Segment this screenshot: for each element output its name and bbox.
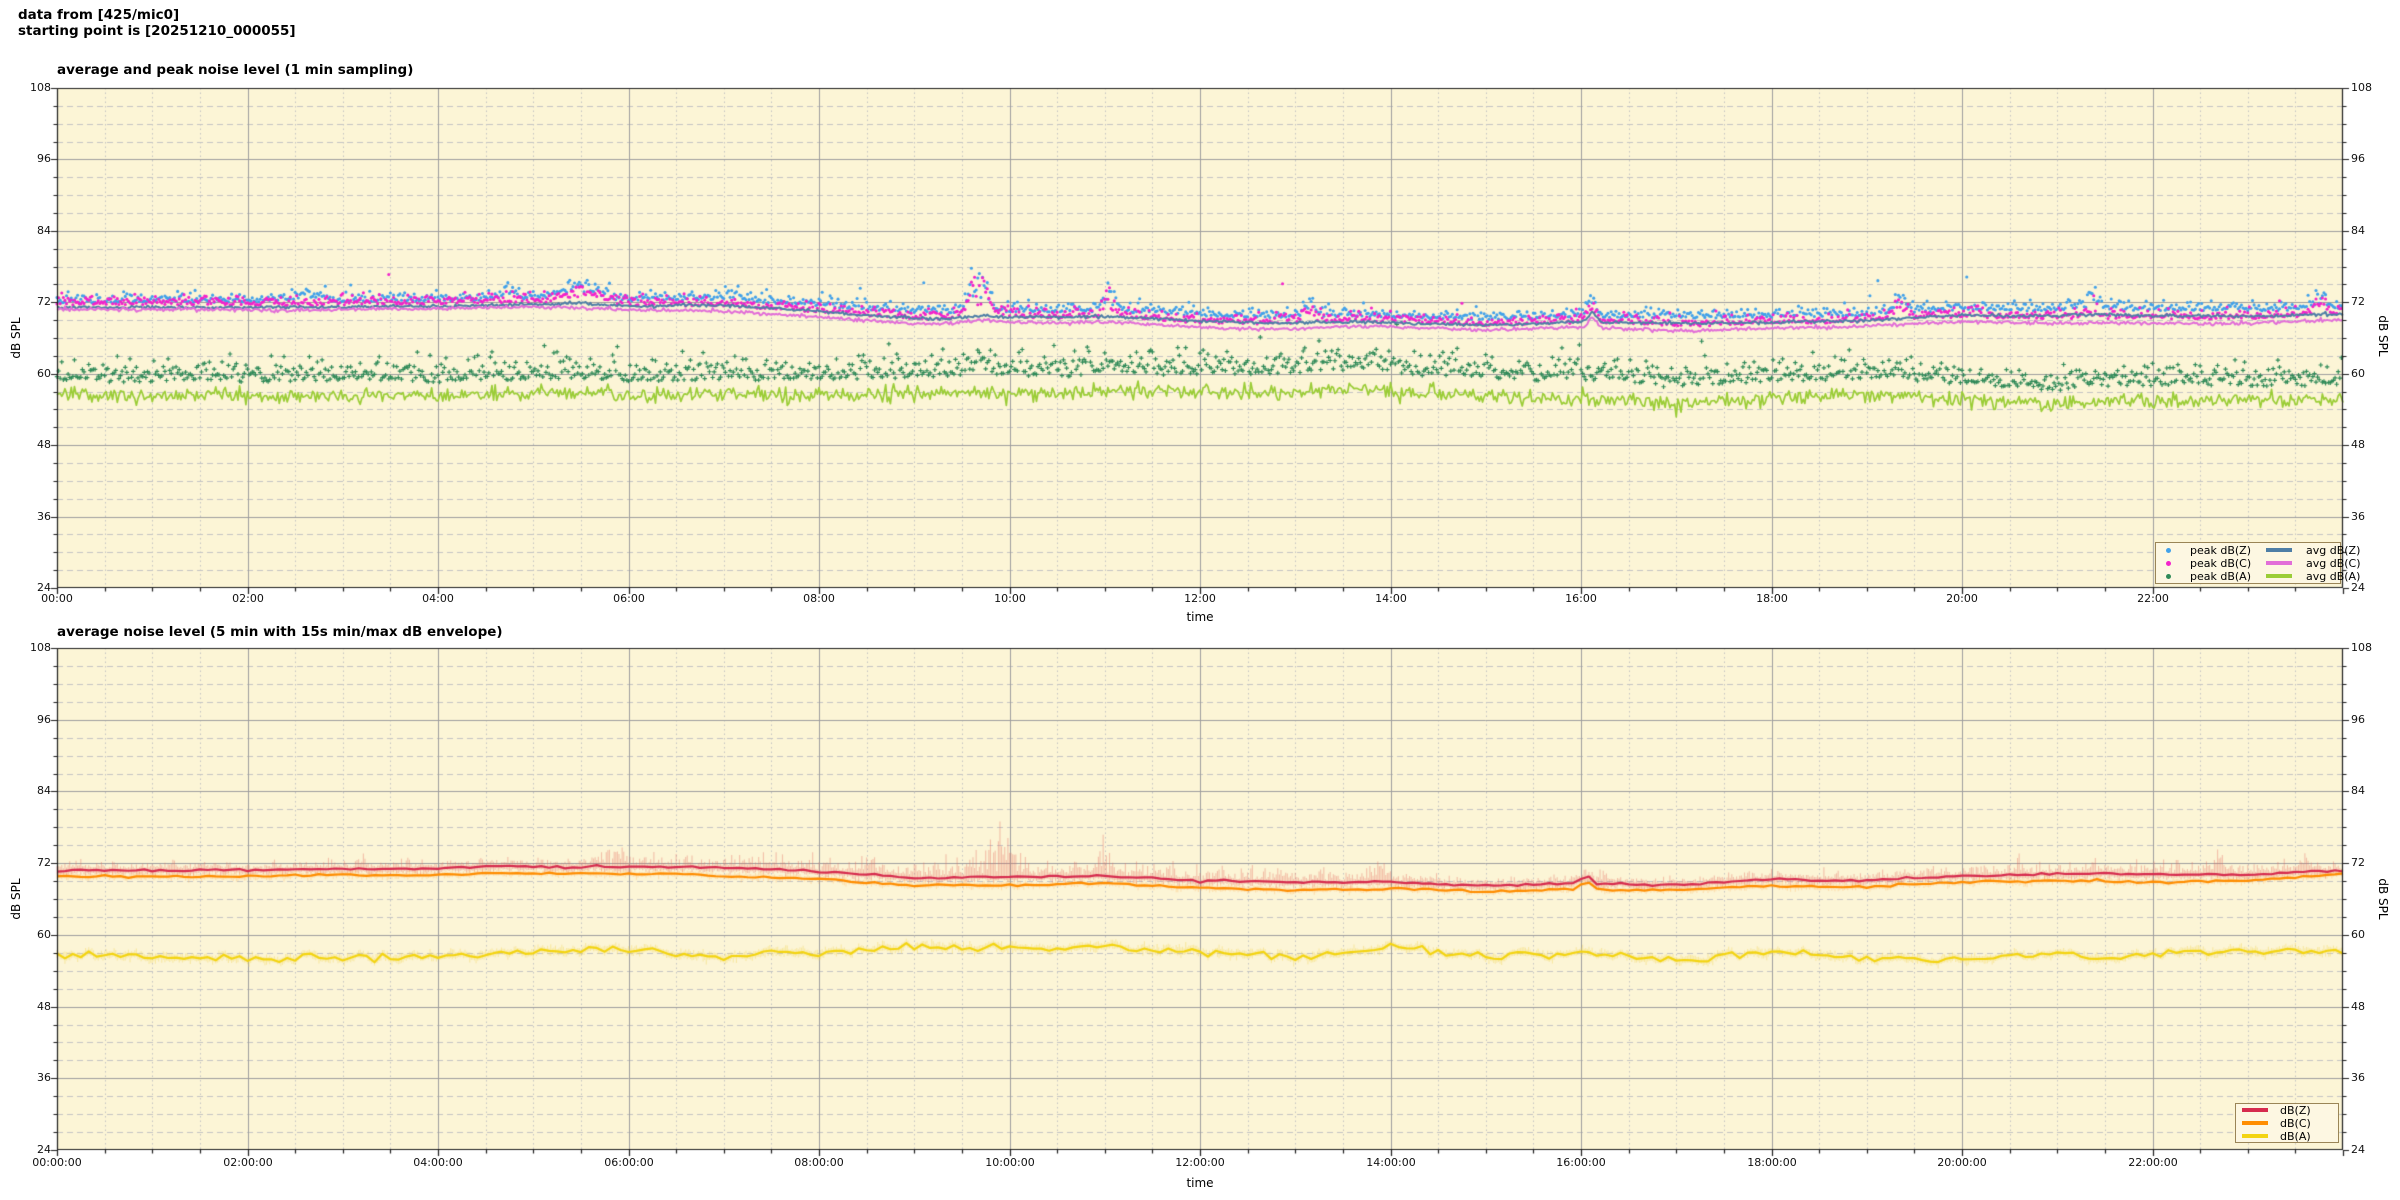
y2-tick-label: 60 xyxy=(2351,367,2365,380)
legend-label: peak dB(Z) xyxy=(2190,543,2252,557)
legend-point-marker-icon xyxy=(2162,544,2184,557)
chart2-xlabel: time xyxy=(1186,1176,1214,1190)
legend-line-marker-icon xyxy=(2266,557,2300,570)
avg-peak-chart-canvas xyxy=(49,83,2351,599)
x-tick-label: 18:00 xyxy=(1756,592,1788,605)
x-tick-label: 06:00:00 xyxy=(604,1156,654,1169)
y-tick-label: 48 xyxy=(37,1000,51,1013)
envelope-chart-canvas xyxy=(49,643,2351,1161)
chart1-legend: peak dB(Z) avg dB(Z) peak dB(C) avg dB(C) pe… xyxy=(2155,542,2361,584)
legend-line-marker-icon xyxy=(2266,544,2300,557)
x-tick-label: 02:00:00 xyxy=(223,1156,273,1169)
y2-tick-label: 24 xyxy=(2351,581,2365,594)
y-tick-label: 60 xyxy=(37,367,51,380)
x-tick-label: 04:00:00 xyxy=(413,1156,463,1169)
legend-label: dB(C) xyxy=(2280,1116,2311,1130)
header-line1: data from [425/mic0] xyxy=(18,7,180,23)
y-tick-label: 96 xyxy=(37,713,51,726)
y2-tick-label: 60 xyxy=(2351,928,2365,941)
chart1-ylabel-right: dB SPL xyxy=(2376,315,2390,357)
legend-label: peak dB(A) xyxy=(2190,569,2251,583)
y-tick-label: 48 xyxy=(37,438,51,451)
y2-tick-label: 96 xyxy=(2351,713,2365,726)
y2-tick-label: 24 xyxy=(2351,1143,2365,1156)
legend-label: avg dB(A) xyxy=(2306,569,2361,583)
x-tick-label: 14:00 xyxy=(1375,592,1407,605)
x-tick-label: 16:00 xyxy=(1565,592,1597,605)
x-tick-label: 00:00:00 xyxy=(32,1156,82,1169)
x-tick-label: 22:00:00 xyxy=(2128,1156,2178,1169)
y2-tick-label: 48 xyxy=(2351,438,2365,451)
y2-tick-label: 36 xyxy=(2351,510,2365,523)
chart1-xlabel: time xyxy=(1186,610,1214,624)
legend-label: avg dB(Z) xyxy=(2306,543,2361,557)
header-line2: starting point is [20251210_000055] xyxy=(18,23,296,39)
legend-line-marker-icon xyxy=(2242,1117,2274,1130)
chart1-title: average and peak noise level (1 min samp… xyxy=(57,62,414,78)
x-tick-label: 02:00 xyxy=(232,592,264,605)
x-tick-label: 06:00 xyxy=(613,592,645,605)
y-tick-label: 84 xyxy=(37,224,51,237)
y2-tick-label: 84 xyxy=(2351,224,2365,237)
x-tick-label: 10:00 xyxy=(994,592,1026,605)
y2-tick-label: 36 xyxy=(2351,1071,2365,1084)
x-tick-label: 08:00:00 xyxy=(794,1156,844,1169)
x-tick-label: 12:00 xyxy=(1184,592,1216,605)
legend-label: dB(Z) xyxy=(2280,1103,2311,1117)
x-tick-label: 20:00 xyxy=(1946,592,1978,605)
y-tick-label: 84 xyxy=(37,784,51,797)
x-tick-label: 22:00 xyxy=(2137,592,2169,605)
x-tick-label: 04:00 xyxy=(422,592,454,605)
legend-line-marker-icon xyxy=(2242,1130,2274,1143)
legend-label: peak dB(C) xyxy=(2190,556,2252,570)
y2-tick-label: 72 xyxy=(2351,856,2365,869)
x-tick-label: 16:00:00 xyxy=(1556,1156,1606,1169)
y-tick-label: 24 xyxy=(37,581,51,594)
y2-tick-label: 84 xyxy=(2351,784,2365,797)
y-tick-label: 36 xyxy=(37,510,51,523)
chart2-ylabel-left: dB SPL xyxy=(9,878,23,920)
chart2-legend: dB(Z) dB(C) dB(A) xyxy=(2235,1103,2339,1143)
y-tick-label: 24 xyxy=(37,1143,51,1156)
legend-label: avg dB(C) xyxy=(2306,556,2361,570)
x-tick-label: 20:00:00 xyxy=(1937,1156,1987,1169)
x-tick-label: 12:00:00 xyxy=(1175,1156,1225,1169)
y-tick-label: 60 xyxy=(37,928,51,941)
y-tick-label: 108 xyxy=(30,81,51,94)
x-tick-label: 18:00:00 xyxy=(1747,1156,1797,1169)
y-tick-label: 72 xyxy=(37,295,51,308)
y2-tick-label: 108 xyxy=(2351,81,2372,94)
chart1-ylabel-left: dB SPL xyxy=(9,317,23,359)
chart2-title: average noise level (5 min with 15s min/… xyxy=(57,624,503,640)
legend-label: dB(A) xyxy=(2280,1129,2311,1143)
legend-point-marker-icon xyxy=(2162,557,2184,570)
chart2-ylabel-right: dB SPL xyxy=(2376,878,2390,920)
y2-tick-label: 96 xyxy=(2351,152,2365,165)
legend-line-marker-icon xyxy=(2266,570,2300,583)
y-tick-label: 72 xyxy=(37,856,51,869)
legend-point-marker-icon xyxy=(2162,570,2184,583)
y-tick-label: 108 xyxy=(30,641,51,654)
x-tick-label: 14:00:00 xyxy=(1366,1156,1416,1169)
y-tick-label: 36 xyxy=(37,1071,51,1084)
x-tick-label: 10:00:00 xyxy=(985,1156,1035,1169)
x-tick-label: 08:00 xyxy=(803,592,835,605)
legend-line-marker-icon xyxy=(2242,1104,2274,1117)
y-tick-label: 96 xyxy=(37,152,51,165)
x-tick-label: 00:00 xyxy=(41,592,73,605)
y2-tick-label: 108 xyxy=(2351,641,2372,654)
y2-tick-label: 48 xyxy=(2351,1000,2365,1013)
y2-tick-label: 72 xyxy=(2351,295,2365,308)
